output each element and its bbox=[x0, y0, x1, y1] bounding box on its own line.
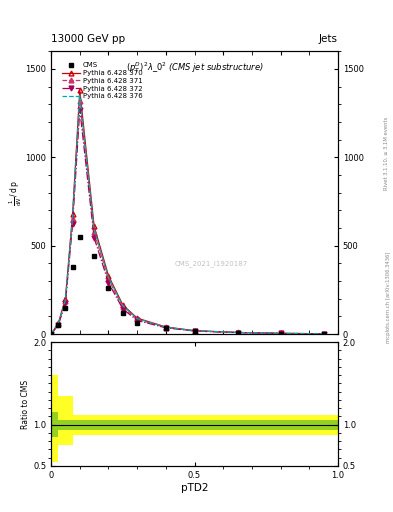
Text: 13000 GeV pp: 13000 GeV pp bbox=[51, 33, 125, 44]
Text: $(p_T^D)^2\lambda\_0^2$ (CMS jet substructure): $(p_T^D)^2\lambda\_0^2$ (CMS jet substru… bbox=[126, 60, 263, 75]
Text: CMS_2021_I1920187: CMS_2021_I1920187 bbox=[175, 260, 248, 267]
Text: mcplots.cern.ch [arXiv:1306.3436]: mcplots.cern.ch [arXiv:1306.3436] bbox=[386, 251, 391, 343]
Legend: CMS, Pythia 6.428 370, Pythia 6.428 371, Pythia 6.428 372, Pythia 6.428 376: CMS, Pythia 6.428 370, Pythia 6.428 371,… bbox=[60, 60, 144, 101]
Text: Jets: Jets bbox=[319, 33, 338, 44]
Y-axis label: $\frac{1}{\mathrm{d}N}\,/\,\mathrm{d\,p}$: $\frac{1}{\mathrm{d}N}\,/\,\mathrm{d\,p}… bbox=[7, 180, 24, 206]
Y-axis label: Ratio to CMS: Ratio to CMS bbox=[21, 379, 30, 429]
Text: Rivet 3.1.10, ≥ 3.1M events: Rivet 3.1.10, ≥ 3.1M events bbox=[383, 117, 388, 190]
X-axis label: pTD2: pTD2 bbox=[181, 482, 208, 493]
